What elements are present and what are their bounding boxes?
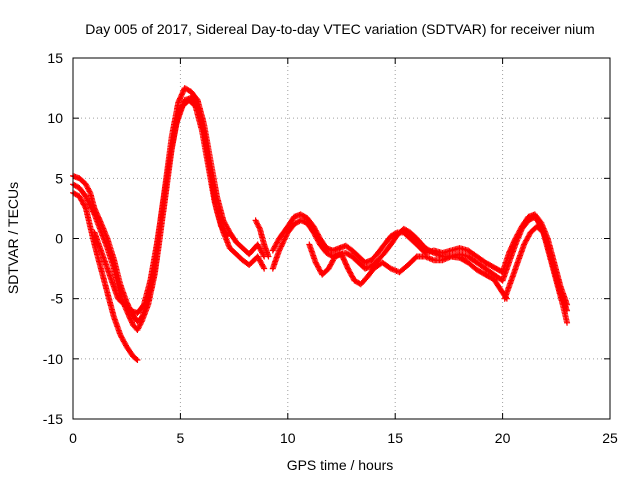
x-tick-label: 10 — [280, 430, 296, 446]
data-point — [223, 231, 230, 238]
data-point — [261, 265, 268, 272]
y-tick-label: -5 — [51, 291, 64, 307]
x-tick-label: 20 — [495, 430, 511, 446]
y-tick-label: 10 — [47, 110, 63, 126]
y-tick-label: -10 — [43, 351, 63, 367]
axis-ticks: 0 5 10 15 20 25 -15 -10 -5 0 5 10 15 — [43, 50, 618, 446]
x-tick-label: 0 — [69, 430, 77, 446]
data-point — [224, 233, 231, 240]
y-tick-label: 5 — [55, 170, 63, 186]
y-axis-label: SDTVAR / TECUs — [5, 182, 21, 294]
series-track-4 — [91, 97, 231, 317]
y-tick-label: 0 — [55, 231, 63, 247]
series-track-3 — [70, 189, 141, 364]
x-tick-label: 5 — [177, 430, 185, 446]
series-track-5 — [252, 217, 272, 260]
chart-title: Day 005 of 2017, Sidereal Day-to-day VTE… — [85, 21, 594, 37]
x-axis-label: GPS time / hours — [287, 457, 394, 473]
data-point — [265, 253, 272, 260]
data-point — [564, 319, 571, 326]
data-point — [260, 264, 267, 271]
series-track-9 — [501, 223, 571, 326]
y-tick-label: -15 — [43, 411, 63, 427]
data-point — [393, 230, 400, 237]
data-point — [82, 204, 89, 211]
x-tick-label: 15 — [387, 430, 403, 446]
data-point — [525, 233, 532, 240]
plot-frame — [72, 57, 611, 420]
series-track-8 — [306, 241, 510, 302]
data-point — [134, 357, 141, 364]
data-points — [70, 85, 571, 364]
y-tick-label: 15 — [47, 50, 63, 66]
x-tick-label: 25 — [602, 430, 618, 446]
data-point — [133, 356, 140, 363]
